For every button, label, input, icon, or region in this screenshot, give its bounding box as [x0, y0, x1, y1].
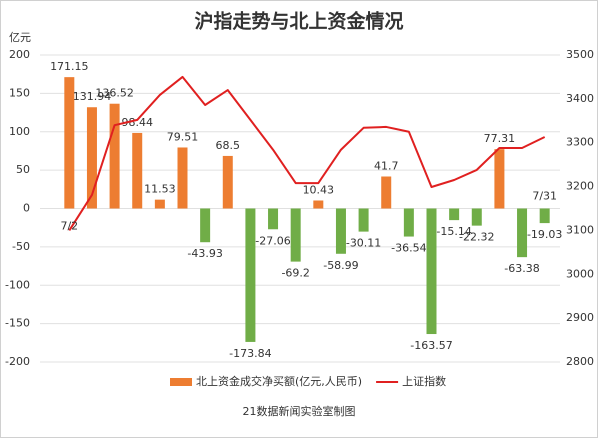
bar: [426, 208, 437, 335]
bar: [403, 208, 414, 237]
y-tick-label: 50: [16, 163, 30, 176]
bar: [154, 199, 165, 209]
bar: [539, 208, 550, 224]
value-label: -15.14: [436, 225, 471, 238]
x-tick-label: 7/2: [60, 220, 78, 233]
value-label: 131.94: [73, 90, 112, 103]
y-tick-label: 100: [9, 125, 30, 138]
bar: [290, 208, 301, 262]
y-tick-label: -150: [5, 317, 30, 330]
y-unit: 亿元: [9, 31, 31, 44]
value-label: 171.15: [50, 60, 89, 73]
bar: [200, 208, 211, 243]
value-label: -173.84: [229, 347, 271, 360]
value-label: -19.03: [527, 228, 562, 241]
bar: [358, 208, 369, 232]
value-label: -163.57: [410, 339, 452, 352]
chart-title: 沪指走势与北上资金情况: [194, 10, 403, 33]
y2-tick-label: 3400: [566, 92, 594, 105]
y2-tick-label: 3000: [566, 267, 594, 280]
value-label: 68.5: [216, 139, 241, 152]
bar: [268, 208, 279, 230]
bar: [449, 208, 460, 221]
value-label: -58.99: [323, 259, 358, 272]
value-label: -69.2: [281, 267, 309, 280]
legend-label: 北上资金成交净买额(亿元,人民币): [196, 374, 362, 388]
value-label: -43.93: [187, 247, 222, 260]
value-label: -30.11: [346, 237, 381, 250]
bar: [109, 103, 120, 209]
legend-label: 上证指数: [402, 374, 446, 388]
y-tick-label: -100: [5, 278, 30, 291]
source: 21数据新闻实验室制图: [243, 404, 356, 418]
bar: [335, 208, 346, 254]
x-tick-label: 7/31: [532, 190, 557, 203]
value-label: -27.06: [255, 234, 290, 247]
y2-tick-label: 2800: [566, 355, 594, 368]
y2-tick-label: 2900: [566, 311, 594, 324]
bar: [64, 77, 75, 209]
bar: [517, 208, 528, 258]
value-label: 98.44: [121, 116, 153, 129]
bar: [313, 200, 324, 209]
value-label: -22.32: [459, 231, 494, 244]
bar: [471, 208, 482, 226]
bar: [245, 208, 256, 342]
value-label: -63.38: [504, 262, 539, 275]
bar: [381, 176, 392, 209]
value-label: 10.43: [303, 183, 335, 196]
bar: [222, 155, 233, 209]
value-label: 77.31: [484, 132, 516, 145]
y2-tick-label: 3300: [566, 136, 594, 149]
bar: [494, 149, 505, 209]
bar: [86, 107, 97, 209]
y-tick-label: 200: [9, 48, 30, 61]
y2-tick-label: 3100: [566, 223, 594, 236]
y-tick-label: -50: [12, 240, 30, 253]
value-label: 41.7: [374, 159, 399, 172]
bar: [132, 132, 143, 209]
line: [68, 75, 546, 231]
y-tick-label: -200: [5, 355, 30, 368]
y2-tick-label: 3200: [566, 180, 594, 193]
y-tick-label: 150: [9, 86, 30, 99]
value-label: 11.53: [144, 183, 176, 196]
value-label: -36.54: [391, 242, 426, 255]
value-label: 136.52: [95, 87, 134, 100]
y2-tick-label: 3500: [566, 48, 594, 61]
legend-swatch: [170, 378, 192, 386]
value-label: 79.51: [167, 130, 199, 143]
bar: [177, 147, 188, 209]
y-tick-label: 0: [23, 202, 30, 215]
